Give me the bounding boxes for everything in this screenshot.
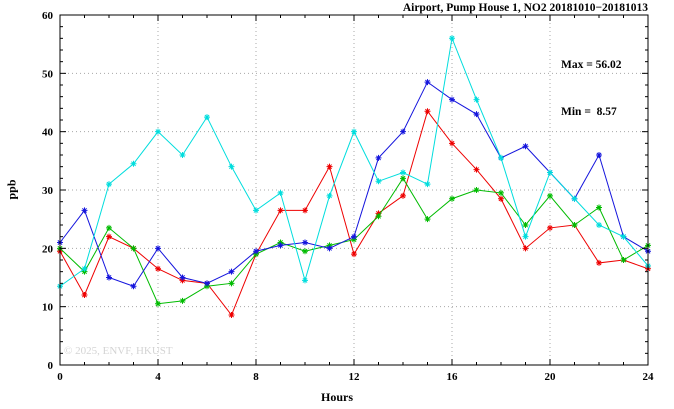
series-marker-cyan (179, 152, 186, 158)
series-marker-red (424, 108, 431, 115)
series-marker-red (449, 140, 455, 147)
x-tick-label: 16 (447, 371, 459, 383)
series-marker-green (228, 280, 235, 287)
min-annotation: Min = 8.57 (561, 105, 617, 118)
series-marker-green (106, 224, 112, 231)
series-marker-red (106, 233, 112, 240)
x-axis-label: Hours (320, 390, 353, 404)
series-marker-red (351, 251, 357, 258)
series-marker-red (302, 207, 308, 214)
series-marker-cyan (400, 169, 406, 176)
series-marker-cyan (498, 154, 504, 161)
series-marker-blue (596, 152, 602, 158)
series-marker-red (81, 292, 88, 298)
series-marker-blue (277, 242, 284, 249)
series-marker-cyan (351, 128, 357, 135)
series-marker-blue (81, 207, 88, 214)
series-marker-red (277, 207, 284, 214)
series-marker-red (400, 192, 406, 199)
series-marker-green (424, 216, 431, 223)
series-marker-cyan (253, 207, 259, 214)
series-marker-green (498, 189, 504, 196)
x-tick-label: 12 (349, 371, 361, 383)
series-marker-red (547, 224, 553, 231)
series-marker-blue (424, 79, 431, 86)
series-marker-blue (375, 154, 382, 161)
series-marker-green (473, 187, 480, 193)
max-annotation: Max = 56.02 (561, 59, 622, 72)
series-marker-cyan (571, 195, 578, 202)
series-marker-cyan (522, 233, 529, 240)
chart-title: Airport, Pump House 1, NO2 20181010−2018… (402, 2, 648, 14)
y-tick-label: 50 (42, 68, 54, 80)
series-marker-red (473, 166, 480, 173)
x-tick-label: 8 (253, 371, 259, 383)
series-marker-blue (473, 111, 480, 118)
series-marker-green (375, 213, 382, 220)
max-min-annotation: Max = 56.02 Min = 8.57 (561, 27, 622, 151)
series-marker-red (228, 312, 235, 319)
series-marker-blue (253, 248, 259, 255)
series-marker-blue (228, 268, 235, 275)
series-marker-cyan (473, 96, 480, 103)
series-marker-cyan (106, 181, 112, 188)
series-marker-blue (204, 280, 210, 287)
series-marker-red (498, 195, 504, 202)
series-marker-blue (302, 239, 308, 246)
series-marker-red (522, 245, 529, 252)
series-marker-cyan (302, 277, 308, 284)
series-marker-cyan (620, 233, 627, 240)
series-marker-cyan (277, 189, 284, 196)
series-marker-cyan (375, 178, 382, 185)
series-marker-green (596, 204, 602, 211)
series-marker-blue (351, 233, 357, 240)
series-marker-red (326, 163, 333, 170)
series-marker-green (155, 300, 161, 307)
series-marker-cyan (547, 169, 553, 176)
series-marker-green (179, 297, 186, 304)
y-tick-label: 60 (42, 10, 54, 22)
series-line-red (59, 110, 649, 317)
series-marker-cyan (130, 160, 137, 167)
series-marker-blue (400, 128, 406, 135)
x-tick-label: 0 (57, 371, 63, 383)
series-marker-blue (179, 274, 186, 281)
series-marker-blue (106, 274, 112, 281)
series-marker-cyan (326, 192, 333, 199)
series-marker-blue (449, 96, 455, 103)
y-tick-label: 30 (42, 185, 54, 197)
series-marker-blue (155, 245, 161, 252)
x-tick-label: 4 (155, 371, 161, 383)
series-marker-cyan (204, 114, 210, 121)
series-marker-cyan (155, 128, 161, 135)
series-marker-cyan (228, 163, 235, 170)
series-marker-green (547, 192, 553, 199)
series-marker-green (130, 245, 137, 252)
x-tick-label: 20 (545, 371, 557, 383)
series-marker-cyan (449, 35, 455, 42)
series-marker-green (571, 222, 578, 228)
series-marker-green (302, 248, 308, 255)
series-marker-green (449, 195, 455, 202)
series-marker-cyan (81, 265, 88, 272)
series-marker-blue (522, 143, 529, 150)
series-marker-blue (326, 245, 333, 252)
watermark: © 2025, ENVF, HKUST (64, 345, 173, 357)
y-tick-label: 40 (42, 127, 54, 139)
series-marker-red (155, 265, 161, 272)
series-marker-red (596, 259, 602, 266)
y-axis-label: ppb (4, 179, 19, 200)
series-marker-green (522, 222, 529, 228)
series-marker-green (400, 175, 406, 182)
y-tick-label: 0 (48, 360, 54, 372)
x-tick-label: 24 (643, 371, 655, 383)
series-marker-blue (130, 283, 137, 290)
series-marker-cyan (596, 222, 602, 228)
series-marker-green (620, 257, 627, 263)
y-tick-label: 10 (42, 302, 54, 314)
series-marker-cyan (424, 181, 431, 188)
y-tick-label: 20 (42, 243, 54, 255)
